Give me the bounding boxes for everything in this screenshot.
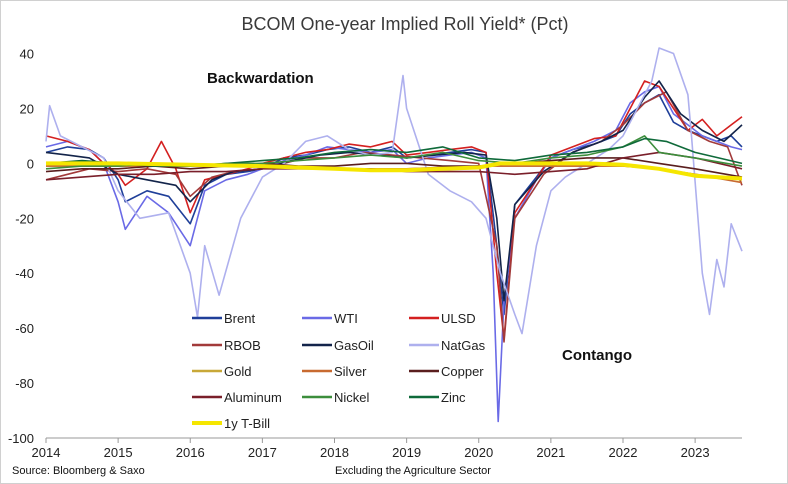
- x-tick-label: 2020: [464, 445, 493, 460]
- y-tick-label: -60: [15, 321, 34, 336]
- legend-label: Aluminum: [224, 390, 282, 405]
- x-tick-label: 2017: [248, 445, 277, 460]
- series-line-natgas: [45, 47, 743, 335]
- series-line-ulsd: [45, 80, 743, 340]
- legend-label: Zinc: [441, 390, 466, 405]
- x-tick-label: 2023: [681, 445, 710, 460]
- x-tick-label: 2014: [32, 445, 61, 460]
- legend-label: Silver: [334, 364, 367, 379]
- legend-label: 1y T-Bill: [224, 416, 270, 431]
- legend-label: GasOil: [334, 338, 374, 353]
- y-tick-label: 40: [20, 46, 34, 61]
- x-tick-label: 2022: [609, 445, 638, 460]
- y-tick-label: 0: [27, 156, 34, 171]
- source-note: Source: Bloomberg & Saxo: [12, 465, 145, 477]
- footnote: Excluding the Agriculture Sector: [335, 465, 491, 477]
- legend-label: Brent: [224, 311, 255, 326]
- legend-label: NatGas: [441, 338, 486, 353]
- y-tick-label: -80: [15, 376, 34, 391]
- legend-label: ULSD: [441, 311, 476, 326]
- y-tick-label: -100: [8, 431, 34, 446]
- legend-label: Copper: [441, 364, 484, 379]
- series-line-gasoil: [45, 80, 743, 302]
- x-tick-label: 2019: [392, 445, 421, 460]
- y-tick-label: 20: [20, 101, 34, 116]
- legend-label: RBOB: [224, 338, 261, 353]
- y-tick-label: -40: [15, 266, 34, 281]
- chart-title: BCOM One-year Implied Roll Yield* (Pct): [241, 14, 568, 34]
- series-line-1y-t-bill: [46, 161, 743, 181]
- y-tick-label: -20: [15, 211, 34, 226]
- legend-label: Gold: [224, 364, 251, 379]
- legend-label: WTI: [334, 311, 358, 326]
- x-tick-label: 2021: [536, 445, 565, 460]
- annotation-contango: Contango: [562, 347, 632, 364]
- legend-label: Nickel: [334, 390, 370, 405]
- chart-legend: Brent WTI ULSD RBOB GasOil NatGas Gold Silver Co…: [192, 311, 486, 431]
- annotation-backwardation: Backwardation: [207, 70, 314, 87]
- series-line-rbob: [45, 91, 743, 343]
- x-tick-label: 2016: [176, 445, 205, 460]
- x-tick-label: 2015: [104, 445, 133, 460]
- x-tick-label: 2018: [320, 445, 349, 460]
